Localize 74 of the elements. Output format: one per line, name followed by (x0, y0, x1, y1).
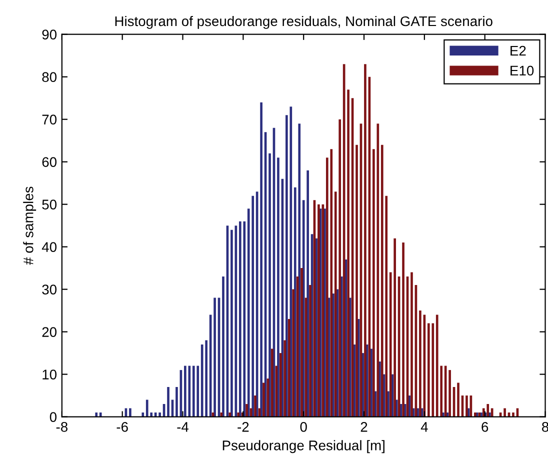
bar (254, 396, 256, 417)
bar (196, 366, 200, 417)
bar (176, 387, 178, 417)
y-tick-label: 50 (42, 200, 57, 210)
y-tick-label: 60 (42, 157, 57, 167)
bar (486, 404, 490, 417)
bar (284, 340, 286, 417)
y-tick-label: 70 (42, 114, 57, 125)
bar (356, 144, 358, 417)
bar (298, 124, 301, 417)
bar (243, 221, 246, 417)
bar (410, 272, 413, 417)
bar (260, 102, 262, 417)
bar (192, 366, 195, 417)
bar (380, 144, 384, 417)
bar (268, 153, 271, 417)
bar (338, 119, 342, 417)
bar (214, 298, 216, 417)
bar (167, 387, 170, 417)
x-tick-label: 6 (482, 422, 488, 432)
bar (230, 230, 233, 417)
y-tick-label: 40 (42, 242, 57, 252)
x-tick-label: -6 (116, 422, 128, 432)
bar (432, 323, 434, 417)
x-tick-label: -4 (177, 422, 189, 432)
bar (427, 323, 430, 417)
bar (292, 289, 294, 417)
y-tick-label: 20 (42, 327, 57, 337)
x-tick-label: 2 (360, 422, 368, 432)
bar (306, 170, 309, 417)
bar (246, 404, 248, 417)
y-axis-title: # of samples (23, 186, 36, 265)
bar (419, 310, 422, 417)
bar (318, 204, 320, 417)
bar (200, 344, 204, 417)
bar (146, 400, 148, 417)
y-tick-label: 30 (42, 284, 57, 294)
bar (504, 408, 506, 417)
bar (271, 348, 274, 417)
y-tick-label: 0 (50, 412, 57, 422)
bar (490, 408, 494, 417)
bar (436, 314, 438, 417)
y-tick-label: 80 (42, 72, 57, 82)
legend-label: E10 (510, 66, 534, 76)
bar (188, 366, 191, 417)
bar (466, 396, 468, 417)
bar (262, 382, 265, 417)
bar (222, 276, 224, 417)
bar (252, 196, 254, 417)
y-tick-label: 10 (42, 370, 57, 380)
bar (238, 221, 242, 417)
y-tick-label: 90 (42, 30, 57, 40)
x-tick-label: -8 (56, 422, 68, 432)
x-axis-title: Pseudorange Residual [m] (222, 440, 384, 454)
bar (347, 90, 350, 417)
bar (394, 238, 396, 417)
bar (300, 268, 303, 417)
bar (402, 242, 404, 417)
x-tick-label: 0 (300, 422, 307, 432)
bar (184, 366, 186, 417)
bar (330, 149, 333, 417)
bar (448, 370, 451, 417)
x-tick-label: 4 (420, 422, 428, 432)
bar (309, 285, 312, 417)
bar (376, 124, 380, 417)
bar (364, 64, 366, 417)
bar (129, 408, 132, 417)
chart-title: Histogram of pseudorange residuals, Nominal GATE scenario (115, 16, 492, 29)
x-tick-label: -2 (238, 422, 249, 432)
bar (290, 106, 292, 417)
bar (457, 382, 460, 417)
legend-label: E2 (510, 46, 526, 56)
bar (277, 158, 280, 417)
bar (205, 340, 208, 417)
